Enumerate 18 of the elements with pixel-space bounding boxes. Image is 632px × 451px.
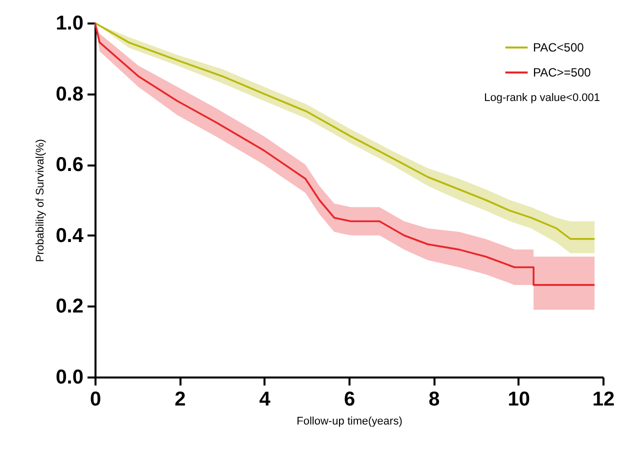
y-tick-label: 0.0 [56,366,84,388]
y-tick-label: 0.8 [56,83,84,106]
x-tick-label: 2 [174,388,186,410]
legend-label: PAC<500 [533,40,584,54]
x-tick-label: 12 [592,388,615,410]
x-tick-label: 6 [344,388,356,410]
annotation: Log-rank p value<0.001 [484,92,600,104]
legend-label: PAC>=500 [533,66,592,80]
x-tick-label: 8 [428,388,440,410]
y-axis-title: Probability of Survival(%) [34,139,47,262]
x-tick-label: 10 [508,388,530,410]
x-tick-label: 0 [90,388,102,410]
x-tick-label: 4 [259,388,272,410]
y-tick-label: 0.4 [56,224,84,247]
x-axis-title: Follow-up time(years) [296,416,402,428]
y-tick-label: 1.0 [56,12,84,34]
y-tick-label: 0.2 [56,296,84,318]
y-tick-label: 0.6 [56,154,84,176]
